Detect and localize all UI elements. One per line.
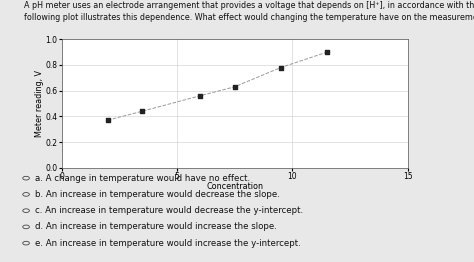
Text: A pH meter uses an electrode arrangement that provides a voltage that depends on: A pH meter uses an electrode arrangement… (24, 1, 474, 10)
Point (196, 94, 204, 98)
Text: e. An increase in temperature would increase the y-intercept.: e. An increase in temperature would incr… (35, 239, 301, 248)
Point (231, 85, 238, 89)
Text: d. An increase in temperature would increase the slope.: d. An increase in temperature would incr… (35, 222, 276, 231)
Point (277, 66, 284, 70)
X-axis label: Concentration: Concentration (206, 182, 263, 191)
Text: a. A change in temperature would have no effect.: a. A change in temperature would have no… (35, 174, 250, 183)
Text: b. An increase in temperature would decrease the slope.: b. An increase in temperature would decr… (35, 190, 280, 199)
Point (138, 109, 146, 113)
Text: c. An increase in temperature would decrease the y-intercept.: c. An increase in temperature would decr… (35, 206, 303, 215)
Point (104, 118, 111, 122)
Text: following plot illustrates this dependence. What effect would changing the tempe: following plot illustrates this dependen… (24, 13, 474, 21)
Point (323, 50, 331, 54)
Y-axis label: Meter reading, V: Meter reading, V (35, 70, 44, 137)
